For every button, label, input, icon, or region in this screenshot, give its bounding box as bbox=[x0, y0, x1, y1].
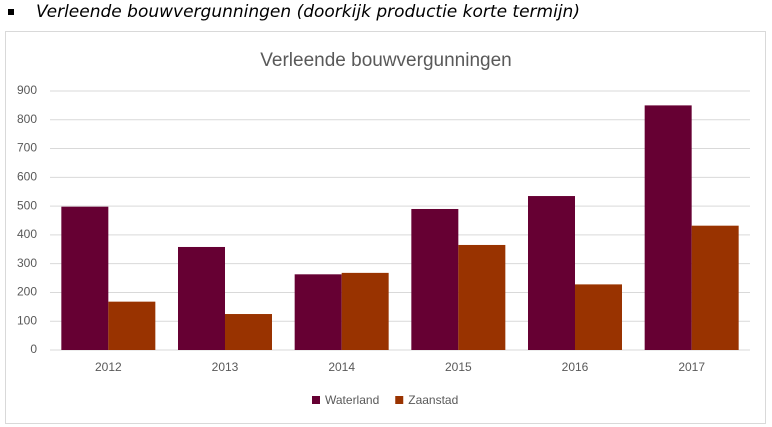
bar bbox=[341, 272, 389, 350]
chart-frame bbox=[5, 31, 766, 424]
bar bbox=[108, 301, 156, 350]
bar bbox=[528, 196, 575, 350]
bar bbox=[225, 314, 272, 350]
y-tick-label: 400 bbox=[17, 227, 37, 241]
legend-swatch bbox=[312, 396, 320, 404]
legend-label: Zaanstad bbox=[408, 393, 458, 407]
y-tick-label: 0 bbox=[30, 342, 37, 356]
bar bbox=[644, 105, 692, 350]
bar bbox=[458, 244, 506, 350]
heading-row: Verleende bouwvergunningen (doorkijk pro… bbox=[8, 2, 580, 22]
x-tick-label: 2016 bbox=[562, 360, 589, 374]
bar bbox=[691, 225, 739, 350]
bar bbox=[61, 206, 109, 350]
bar bbox=[294, 274, 342, 350]
x-tick-label: 2013 bbox=[212, 360, 239, 374]
y-tick-label: 200 bbox=[17, 285, 37, 299]
x-tick-label: 2012 bbox=[95, 360, 122, 374]
y-tick-label: 100 bbox=[17, 313, 37, 327]
bar bbox=[411, 208, 459, 350]
y-tick-label: 700 bbox=[17, 141, 37, 155]
bar bbox=[575, 284, 622, 350]
x-tick-label: 2015 bbox=[445, 360, 472, 374]
x-tick-label: 2017 bbox=[678, 360, 705, 374]
y-tick-label: 800 bbox=[17, 112, 37, 126]
y-tick-label: 500 bbox=[17, 198, 37, 212]
chart-title: Verleende bouwvergunningen bbox=[260, 50, 511, 71]
bullet bbox=[8, 9, 14, 15]
heading: Verleende bouwvergunningen (doorkijk pro… bbox=[36, 2, 580, 22]
y-tick-label: 900 bbox=[17, 83, 37, 97]
legend-label: Waterland bbox=[325, 393, 379, 407]
x-tick-label: 2014 bbox=[328, 360, 355, 374]
legend-swatch bbox=[395, 396, 404, 404]
y-tick-label: 300 bbox=[17, 256, 37, 270]
bar bbox=[178, 246, 225, 350]
y-tick-label: 600 bbox=[17, 170, 37, 184]
